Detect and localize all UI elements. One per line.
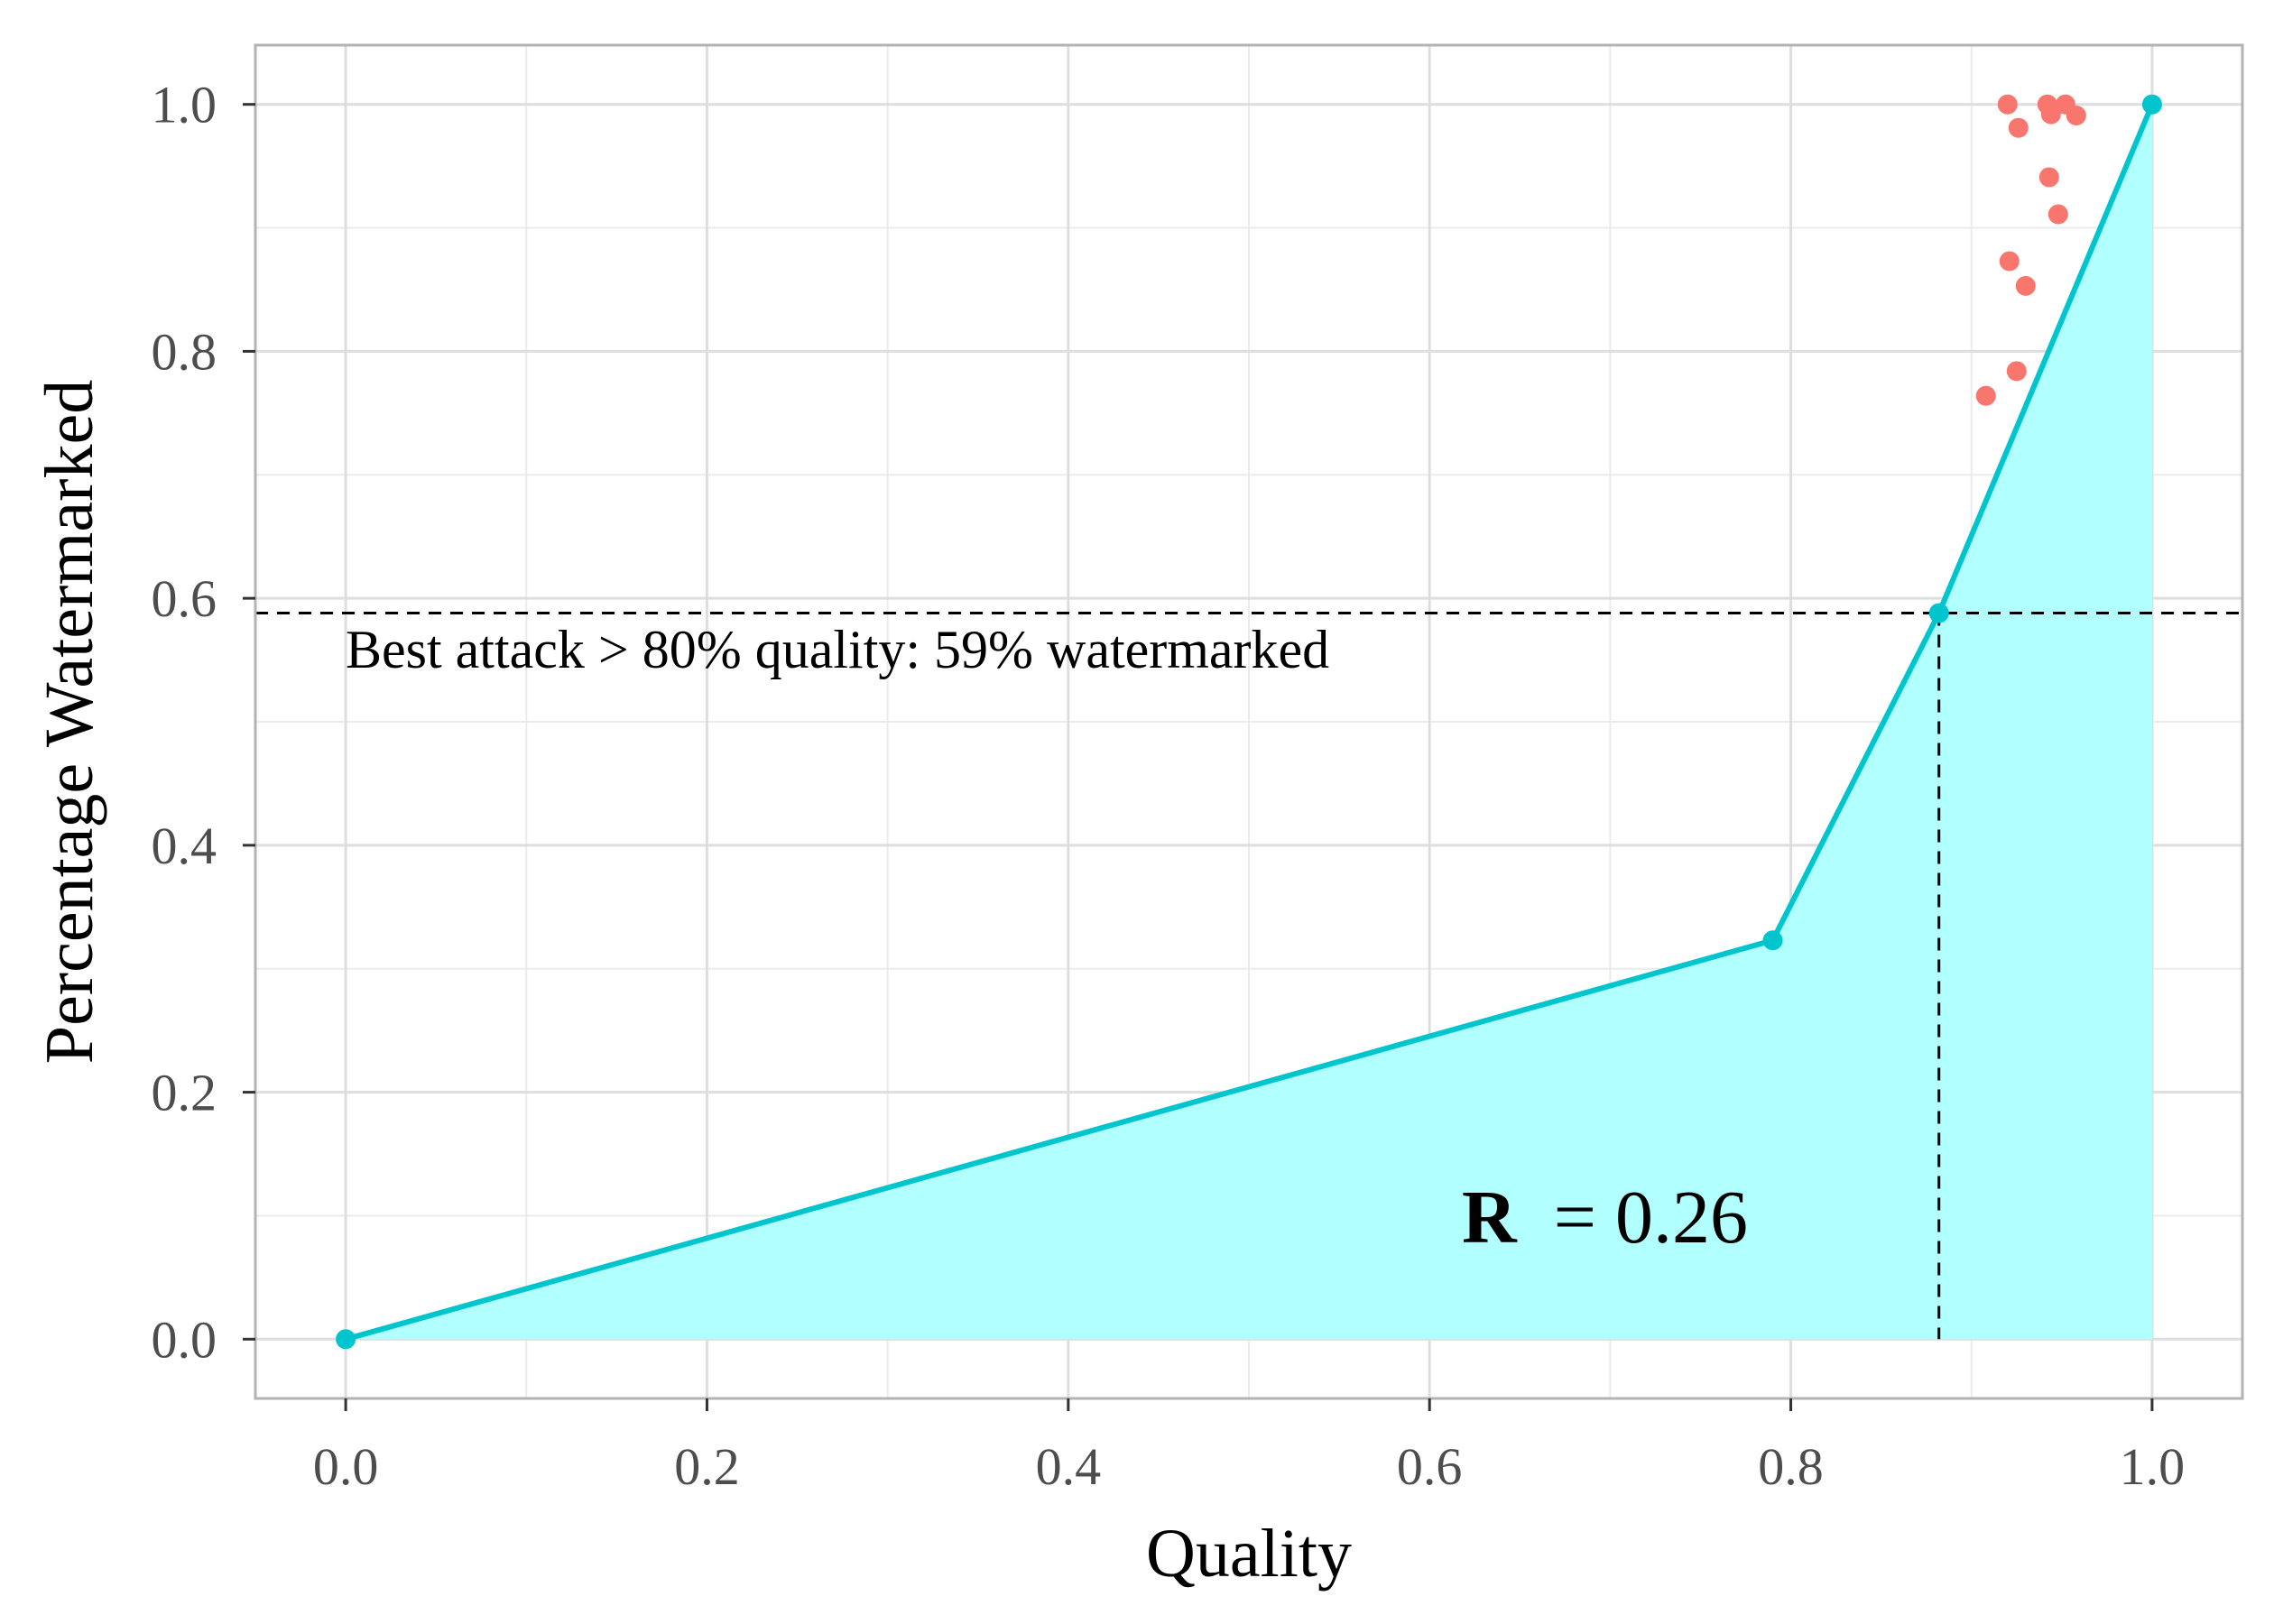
y-axis-ticks: 0.0 0.2 0.4 0.6 0.8 1.0: [152, 76, 255, 1369]
x-tick-label: 0.4: [1036, 1437, 1102, 1496]
x-tick-label: 0.6: [1397, 1437, 1463, 1496]
point-layer: [336, 94, 2162, 1350]
frontier-line: [345, 103, 2155, 1343]
attack-point: [2038, 167, 2059, 188]
frontier-point: [1762, 930, 1783, 951]
r-annotation-value: = 0.26: [1554, 1176, 1748, 1260]
y-tick-label: 0.8: [152, 322, 217, 381]
y-tick-label: 0.0: [152, 1310, 217, 1369]
x-tick-label: 1.0: [2120, 1437, 2186, 1496]
attack-point: [2008, 117, 2029, 138]
plot-panel-border: [254, 43, 2244, 1400]
x-axis-ticks: 0.0 0.2 0.4 0.6 0.8 1.0: [313, 1398, 2185, 1496]
frontier-point: [336, 1329, 356, 1350]
attack-point: [1999, 251, 2020, 272]
r-annotation: R = 0.26: [1462, 1176, 1748, 1260]
r-annotation-symbol: R: [1462, 1176, 1518, 1260]
attack-point: [2040, 104, 2061, 125]
attack-point: [2006, 361, 2027, 382]
frontier-point: [2141, 94, 2162, 115]
x-tick-label: 0.0: [313, 1437, 379, 1496]
reference-lines: [255, 612, 2242, 1340]
y-tick-label: 0.4: [152, 817, 217, 875]
frontier-area: [346, 104, 2152, 1340]
x-tick-label: 0.8: [1758, 1437, 1824, 1496]
x-tick-label: 0.2: [674, 1437, 740, 1496]
line-layer: [345, 103, 2155, 1343]
y-tick-label: 1.0: [152, 76, 217, 134]
area-layer: [346, 104, 2152, 1340]
y-axis-title: Percentage Watermarked: [32, 380, 107, 1064]
y-tick-label: 0.6: [152, 569, 217, 628]
y-tick-label: 0.2: [152, 1064, 217, 1122]
best-attack-annotation: Best attack > 80% quality: 59% watermark…: [346, 620, 1329, 679]
x-axis-title: Quality: [1146, 1516, 1352, 1592]
frontier-point: [1928, 603, 1949, 623]
attack-point: [1997, 94, 2018, 115]
attack-point: [2015, 275, 2036, 296]
attack-point: [2048, 204, 2068, 225]
attack-point: [1975, 385, 1996, 406]
plot-panel: [254, 43, 2244, 1400]
attack-point: [2066, 106, 2086, 126]
